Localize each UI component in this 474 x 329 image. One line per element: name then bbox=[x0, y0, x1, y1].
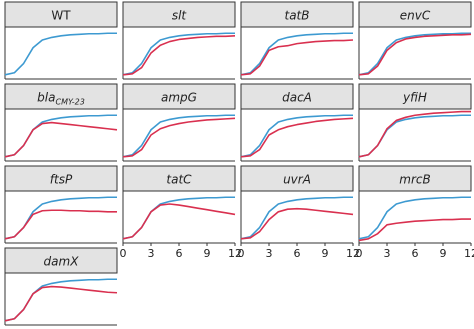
strip-title: ftsP bbox=[50, 172, 73, 186]
line-series bbox=[358, 114, 471, 158]
line-series bbox=[240, 114, 353, 158]
x-tick-label: 3 bbox=[148, 247, 155, 260]
x-tick-label: 6 bbox=[412, 247, 419, 260]
strip bbox=[122, 165, 236, 192]
strip-title-main: ampG bbox=[161, 90, 197, 104]
line-series bbox=[122, 117, 236, 158]
line-series bbox=[358, 196, 471, 240]
strip bbox=[4, 1, 118, 28]
x-tick-label: 12 bbox=[464, 247, 474, 260]
panel: slt bbox=[122, 1, 236, 80]
panel: envC bbox=[358, 1, 472, 80]
x-tick-label: 0 bbox=[238, 247, 245, 260]
panel: tatB bbox=[240, 1, 354, 80]
strip bbox=[240, 83, 354, 110]
strip-title: yfiH bbox=[402, 90, 427, 104]
line-series bbox=[122, 32, 235, 76]
line-series bbox=[4, 196, 117, 240]
strip bbox=[122, 83, 236, 110]
strip-title: WT bbox=[51, 8, 71, 22]
x-tick-label: 6 bbox=[176, 247, 183, 260]
panel: uvrA 0 3 6 9 12 bbox=[238, 165, 360, 260]
strip-title: ampG bbox=[161, 90, 197, 104]
line-series bbox=[358, 218, 471, 242]
strip-title-main: uvrA bbox=[283, 172, 311, 186]
x-tick-label: 0 bbox=[356, 247, 363, 260]
x-tick-label: 3 bbox=[384, 247, 391, 260]
line-series bbox=[4, 209, 117, 240]
panel: WT bbox=[4, 1, 118, 80]
panel: mrcB 0 3 6 9 12 bbox=[356, 165, 474, 260]
x-tick-label: 9 bbox=[322, 247, 329, 260]
line-series bbox=[122, 35, 236, 76]
strip bbox=[358, 83, 472, 110]
strip bbox=[4, 83, 118, 110]
strip-title-main: damX bbox=[44, 254, 80, 268]
strip bbox=[358, 1, 472, 28]
panel: yfiH bbox=[358, 83, 472, 162]
strip-title-main: yfiH bbox=[402, 90, 427, 104]
x-tick-label: 9 bbox=[204, 247, 211, 260]
strip-title-main: tatB bbox=[285, 8, 310, 22]
line-series bbox=[122, 196, 235, 240]
panel: tatC 0 3 6 9 12 bbox=[120, 165, 242, 260]
panel: damX bbox=[4, 247, 118, 326]
strip-title-main: bla bbox=[37, 90, 55, 104]
line-series bbox=[4, 32, 117, 76]
strip-title-main: slt bbox=[172, 8, 188, 22]
line-series bbox=[122, 203, 236, 240]
strip-title: uvrA bbox=[283, 172, 311, 186]
panel: ampG bbox=[122, 83, 236, 162]
strip-title-main: WT bbox=[51, 8, 71, 22]
strip bbox=[4, 165, 118, 192]
strip-title-main: tatC bbox=[166, 172, 192, 186]
strip bbox=[358, 165, 472, 192]
x-tick-label: 12 bbox=[228, 247, 242, 260]
panel: ftsP bbox=[4, 165, 118, 244]
strip-title: envC bbox=[400, 8, 431, 22]
strip-title-main: ftsP bbox=[50, 172, 73, 186]
strip-title-main: envC bbox=[400, 8, 431, 22]
x-tick-label: 3 bbox=[266, 247, 273, 260]
line-series bbox=[4, 121, 118, 158]
strip-title: damX bbox=[44, 254, 80, 268]
line-series bbox=[4, 285, 118, 322]
strip bbox=[240, 165, 354, 192]
line-series bbox=[358, 32, 471, 76]
line-series bbox=[358, 33, 472, 76]
line-series bbox=[4, 114, 117, 158]
panel: blaCMY-23 bbox=[4, 83, 118, 162]
line-series bbox=[240, 207, 354, 240]
line-series bbox=[4, 278, 117, 322]
strip bbox=[122, 1, 236, 28]
line-series bbox=[240, 39, 354, 76]
strip bbox=[240, 1, 354, 28]
x-tick-label: 12 bbox=[346, 247, 360, 260]
line-series bbox=[240, 117, 354, 158]
strip bbox=[4, 247, 118, 274]
x-tick-label: 0 bbox=[120, 247, 127, 260]
line-series bbox=[122, 114, 235, 158]
strip-title: blaCMY-23 bbox=[37, 90, 85, 107]
line-series bbox=[240, 196, 353, 240]
line-series bbox=[358, 110, 471, 158]
strip-title: tatC bbox=[166, 172, 192, 186]
strip-title-main: dacA bbox=[282, 90, 312, 104]
strip-title: slt bbox=[172, 8, 188, 22]
strip-title: mrcB bbox=[399, 172, 430, 186]
strip-title: dacA bbox=[282, 90, 312, 104]
x-tick-label: 9 bbox=[440, 247, 447, 260]
panel: dacA bbox=[240, 83, 354, 162]
x-tick-label: 6 bbox=[294, 247, 301, 260]
line-series bbox=[240, 32, 353, 76]
strip-title-main: mrcB bbox=[399, 172, 430, 186]
strip-title-sub: CMY-23 bbox=[55, 98, 84, 107]
strip-title: tatB bbox=[285, 8, 310, 22]
